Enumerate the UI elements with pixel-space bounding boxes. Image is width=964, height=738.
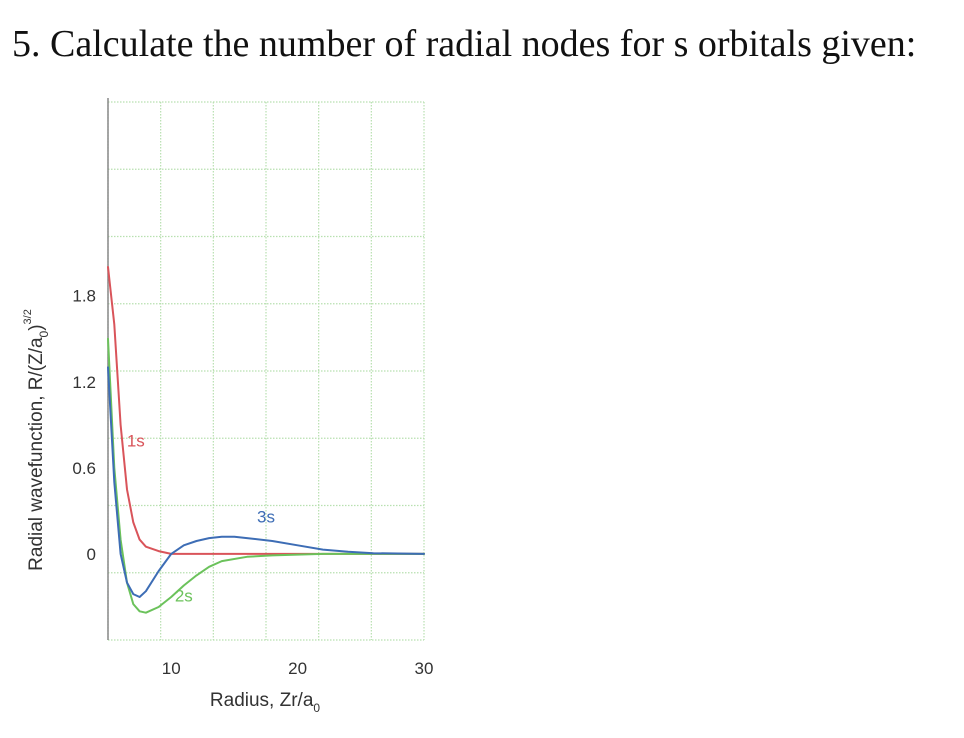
y-axis-label: Radial wavefunction, R/(Z/a0)3/2: [22, 309, 51, 571]
x-tick-label: 10: [162, 659, 181, 678]
radial-wavefunction-chart: 10 20 30 0 0.6 1.2 1.8 1s 3s 2s Radius, Zr/a0 Ra…: [0, 80, 480, 730]
series-line-3s: [107, 366, 425, 598]
tick-labels: 10 20 30 0 0.6 1.2 1.8: [72, 287, 433, 678]
grid: [107, 101, 425, 641]
x-tick-label: 30: [415, 659, 434, 678]
x-axis-label: Radius, Zr/a0: [210, 690, 320, 715]
question-text: 5. Calculate the number of radial nodes …: [12, 23, 917, 65]
y-tick-label: 1.8: [72, 287, 96, 306]
series-label-2s: 2s: [175, 586, 193, 605]
y-tick-label: 0.6: [72, 459, 96, 478]
series-layer: [107, 266, 425, 614]
series-label-1s: 1s: [127, 431, 145, 450]
series-line-2s: [107, 337, 425, 614]
y-tick-label: 1.2: [72, 373, 96, 392]
y-tick-label: 0: [87, 545, 96, 564]
chart-svg: 10 20 30 0 0.6 1.2 1.8 1s 3s 2s Radius, Zr/a0 Ra…: [22, 98, 433, 715]
x-tick-label: 20: [288, 659, 307, 678]
series-label-3s: 3s: [257, 507, 275, 526]
series-line-1s: [107, 266, 425, 555]
annotations: 1s 3s 2s: [127, 431, 275, 605]
